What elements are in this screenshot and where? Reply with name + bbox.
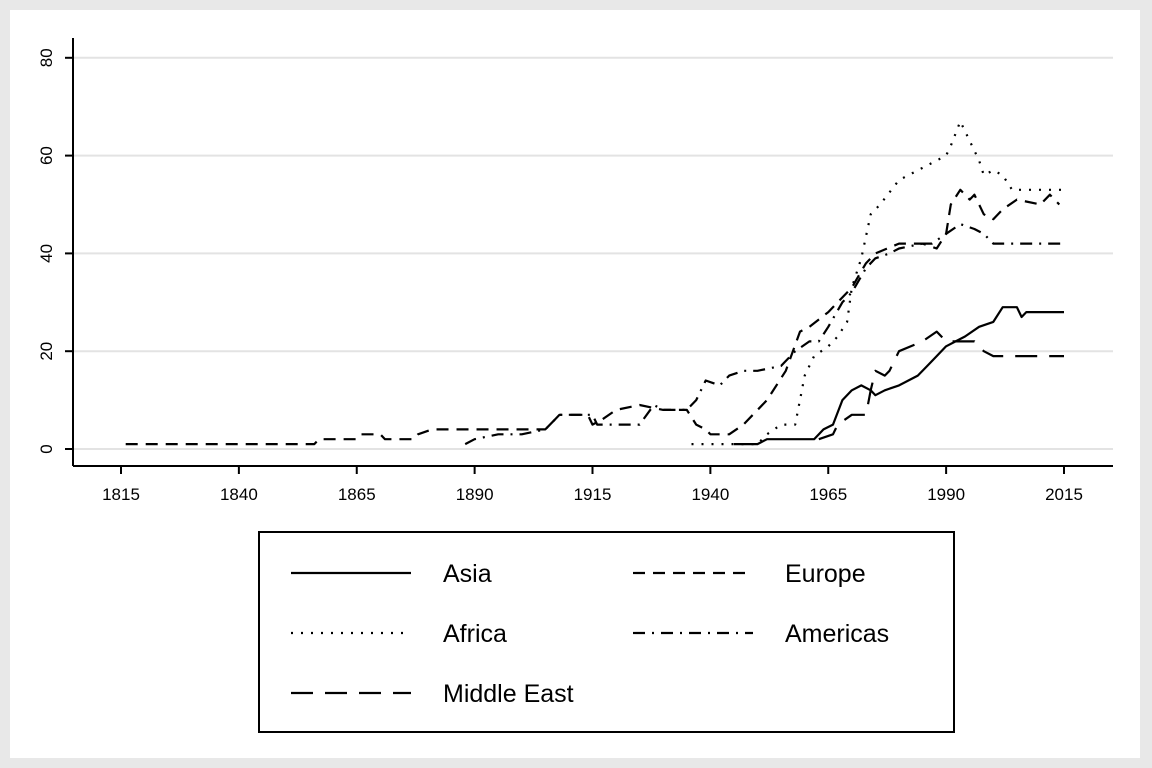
legend-label: Europe: [785, 560, 866, 588]
legend: Asia Europe Africa Americas Middle East: [258, 531, 955, 733]
legend-label: Asia: [443, 560, 492, 588]
legend-label: Africa: [443, 620, 507, 648]
x-tick-label: 1865: [338, 485, 376, 504]
x-tick-label: 1965: [809, 485, 847, 504]
x-tick-label: 1840: [220, 485, 258, 504]
x-tick-label: 2015: [1045, 485, 1083, 504]
gridlines: [74, 56, 1113, 450]
series-line-europe: [125, 188, 1061, 446]
x-tick-label: 1915: [574, 485, 612, 504]
y-ticks: 0 20 40 60 80: [37, 48, 73, 454]
series-line-africa: [691, 120, 1064, 446]
legend-label: Middle East: [443, 680, 574, 708]
y-tick-label: 0: [37, 444, 56, 453]
series-lines: [125, 120, 1064, 446]
x-tick-label: 1940: [691, 485, 729, 504]
series-line-asia: [733, 306, 1064, 446]
y-tick-label: 60: [37, 146, 56, 165]
chart-panel: 0 20 40 60 80 1815 1840 1865 1890 1915 1940 1965 19…: [10, 10, 1140, 758]
x-ticks: 1815 1840 1865 1890 1915 1940 1965 1990 2015: [102, 466, 1083, 504]
series-line-americas: [464, 223, 1064, 446]
y-tick-label: 40: [37, 244, 56, 263]
y-tick-label: 80: [37, 48, 56, 67]
line-chart: 0 20 40 60 80 1815 1840 1865 1890 1915 1940 1965 19…: [37, 38, 1113, 733]
series-line-middle-east: [818, 330, 1064, 441]
x-tick-label: 1990: [927, 485, 965, 504]
x-tick-label: 1890: [456, 485, 494, 504]
legend-box: [258, 531, 955, 733]
x-tick-label: 1815: [102, 485, 140, 504]
legend-label: Americas: [785, 620, 889, 648]
y-tick-label: 20: [37, 342, 56, 361]
